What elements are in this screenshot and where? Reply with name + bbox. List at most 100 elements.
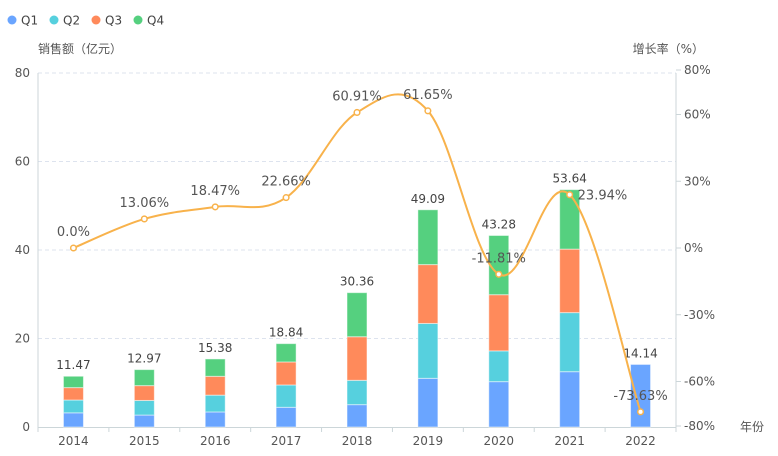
legend-label-q1[interactable]: Q1 <box>21 14 38 28</box>
bar-q4-2015 <box>133 369 155 387</box>
growth-point-2018 <box>353 108 361 117</box>
x-tick-label: 2020 <box>484 434 515 448</box>
legend-marker-q4[interactable] <box>133 15 143 25</box>
total-label-2021: 53.64 <box>552 172 586 186</box>
bar-q4-2021 <box>559 189 581 250</box>
bar-q1-2018 <box>346 404 368 428</box>
growth-label-2019: 61.65% <box>403 88 453 103</box>
y2-axis-title: 增长率（%） <box>633 41 704 56</box>
bar-q4-2017 <box>275 343 297 363</box>
growth-label-2015: 13.06% <box>120 196 170 211</box>
legend-marker-q2[interactable] <box>49 15 59 25</box>
y2-tick-label: 30% <box>684 174 711 188</box>
total-labels: 11.47 12.97 15.38 18.84 30.36 49.09 43.28 53.64… <box>56 172 657 373</box>
y-axis-title: 销售额（亿元） <box>38 41 122 56</box>
bar-q4-2019 <box>417 209 439 266</box>
bar-q4-2016 <box>204 358 226 377</box>
bar-q1-2022 <box>630 363 652 428</box>
growth-point-2020 <box>495 270 503 278</box>
y-axis: 0 20 40 60 80 <box>15 66 39 434</box>
y2-tick-label: -80% <box>684 419 715 433</box>
y-tick-label: 80 <box>15 66 30 80</box>
bar-q2-2016 <box>204 394 226 413</box>
bar-q1-2015 <box>133 414 155 428</box>
y2-axis: 80% 60% 30% 0% -30% -60% -80% <box>675 63 715 433</box>
legend-label-q3[interactable]: Q3 <box>105 14 122 28</box>
x-axis: 2014 2015 2016 2017 2018 2019 2020 2021 2022 <box>37 427 677 448</box>
x-tick-label: 2016 <box>200 434 231 448</box>
y-tick-label: 40 <box>15 243 30 257</box>
total-label-2017: 18.84 <box>269 326 303 340</box>
growth-point-2021 <box>566 191 574 199</box>
y-tick-label: 60 <box>15 155 30 169</box>
growth-label-2016: 18.47% <box>190 184 240 199</box>
bar-q1-2017 <box>275 406 297 428</box>
bar-q1-2014 <box>62 412 84 428</box>
total-label-2019: 49.09 <box>411 192 445 206</box>
y2-tick-label: -60% <box>684 375 715 389</box>
y2-tick-label: -30% <box>684 308 715 322</box>
legend-label-q2[interactable]: Q2 <box>63 14 80 28</box>
growth-label-2020: -11.81% <box>472 251 526 266</box>
total-label-2022: 14.14 <box>623 346 657 360</box>
growth-label-2017: 22.66% <box>261 175 311 190</box>
y-tick-label: 0 <box>22 420 30 434</box>
bar-q3-2021 <box>559 248 581 314</box>
x-tick-label: 2015 <box>129 434 160 448</box>
x-tick-label: 2019 <box>413 434 444 448</box>
total-label-2015: 12.97 <box>127 352 161 366</box>
bar-q2-2014 <box>62 399 84 414</box>
bars <box>62 189 652 428</box>
x-tick-label: 2021 <box>554 434 585 448</box>
bar-q3-2017 <box>275 361 297 386</box>
legend-label-q4[interactable]: Q4 <box>147 14 164 28</box>
total-label-2020: 43.28 <box>482 217 516 231</box>
bar-q4-2018 <box>346 292 368 338</box>
total-label-2014: 11.47 <box>56 358 90 372</box>
growth-label-2014: 0.0% <box>57 225 90 240</box>
bar-q2-2021 <box>559 312 581 373</box>
growth-point-2016 <box>211 203 219 211</box>
total-label-2018: 30.36 <box>340 275 374 289</box>
legend-marker-q1[interactable] <box>7 15 17 25</box>
x-axis-title: 年份 <box>740 420 764 434</box>
bar-q1-2021 <box>559 371 581 428</box>
growth-point-2015 <box>140 215 148 223</box>
growth-label-2021: 23.94% <box>578 189 628 204</box>
y2-tick-label: 80% <box>684 63 711 77</box>
bar-q3-2014 <box>62 387 84 401</box>
growth-line: 0.0% 13.06% 18.47% 22.66% 60.91% 61.65% -11.81… <box>57 88 668 416</box>
y-tick-label: 20 <box>15 332 30 346</box>
bar-q4-2020 <box>488 234 510 296</box>
legend-marker-q3[interactable] <box>91 15 101 25</box>
bar-q1-2020 <box>488 381 510 428</box>
growth-label-2022: -73.63% <box>613 389 667 404</box>
bar-q1-2019 <box>417 377 439 428</box>
growth-label-2018: 60.91% <box>332 89 382 104</box>
bar-q2-2015 <box>133 399 155 416</box>
bar-q3-2020 <box>488 294 510 352</box>
growth-point-2014 <box>69 244 77 252</box>
bar-q2-2017 <box>275 384 297 408</box>
bar-q2-2020 <box>488 350 510 383</box>
bar-q2-2018 <box>346 379 368 406</box>
bar-q1-2016 <box>204 411 226 428</box>
bar-q3-2016 <box>204 375 226 396</box>
x-tick-label: 2014 <box>58 434 89 448</box>
bar-q4-2014 <box>62 375 84 389</box>
y2-tick-label: 60% <box>684 108 711 122</box>
x-tick-label: 2017 <box>271 434 302 448</box>
bar-q3-2015 <box>133 385 155 401</box>
growth-point-2022 <box>637 408 645 416</box>
growth-point-2017 <box>282 194 290 202</box>
y2-tick-label: 0% <box>684 241 703 255</box>
bar-q2-2019 <box>417 322 439 379</box>
x-tick-label: 2022 <box>625 434 656 448</box>
bar-q3-2018 <box>346 336 368 381</box>
total-label-2016: 15.38 <box>198 341 232 355</box>
growth-point-2019 <box>424 107 432 115</box>
x-tick-label: 2018 <box>342 434 373 448</box>
legend[interactable]: Q1 Q2 Q3 Q4 <box>7 14 165 28</box>
bar-q3-2019 <box>417 264 439 324</box>
